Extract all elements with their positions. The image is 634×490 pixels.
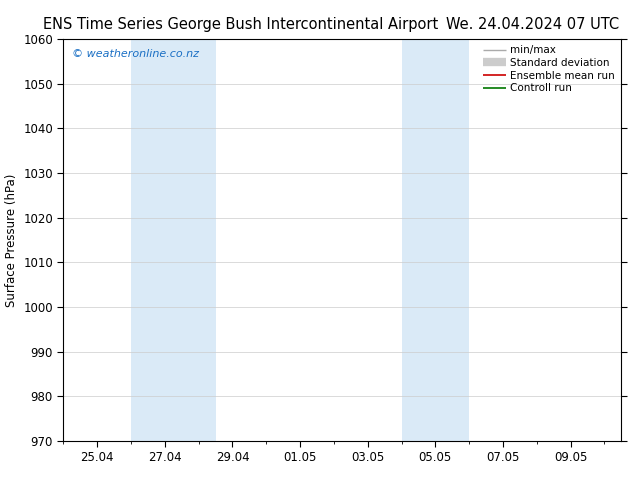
Bar xyxy=(401,39,469,441)
Y-axis label: Surface Pressure (hPa): Surface Pressure (hPa) xyxy=(4,173,18,307)
Bar xyxy=(131,39,216,441)
Text: ENS Time Series George Bush Intercontinental Airport: ENS Time Series George Bush Intercontine… xyxy=(43,17,439,32)
Legend: min/max, Standard deviation, Ensemble mean run, Controll run: min/max, Standard deviation, Ensemble me… xyxy=(480,42,618,97)
Text: We. 24.04.2024 07 UTC: We. 24.04.2024 07 UTC xyxy=(446,17,619,32)
Text: © weatheronline.co.nz: © weatheronline.co.nz xyxy=(72,49,199,59)
